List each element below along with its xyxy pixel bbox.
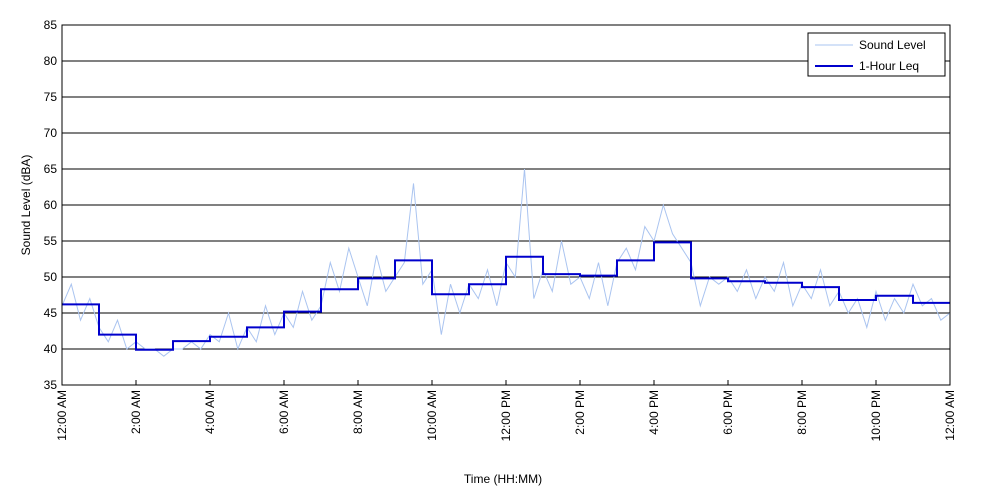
x-tick-label: 6:00 PM <box>721 390 735 435</box>
x-tick-label: 4:00 PM <box>647 390 661 435</box>
y-tick-label: 55 <box>44 234 58 248</box>
x-tick-label: 2:00 PM <box>573 390 587 435</box>
y-tick-label: 85 <box>44 18 58 32</box>
plot-frame <box>61 24 951 386</box>
y-tick-label: 50 <box>44 270 58 284</box>
y-tick-label: 40 <box>44 342 58 356</box>
x-axis-ticks: 12:00 AM 2:00 AM 4:00 AM 6:00 AM 8:00 AM 10:0… <box>55 380 957 441</box>
y-tick-label: 60 <box>44 198 58 212</box>
y-tick-label: 35 <box>44 378 58 392</box>
x-tick-label: 12:00 PM <box>499 390 513 441</box>
legend-box <box>807 32 946 77</box>
legend-label-leq: 1-Hour Leq <box>859 59 919 73</box>
x-tick-label: 12:00 AM <box>943 390 957 441</box>
y-tick-label: 75 <box>44 90 58 104</box>
x-tick-label: 4:00 AM <box>203 390 217 434</box>
y-tick-label: 80 <box>44 54 58 68</box>
x-tick-label: 8:00 AM <box>351 390 365 434</box>
legend: Sound Level 1-Hour Leq <box>807 32 946 77</box>
y-axis-ticks: 35 40 45 50 55 60 65 70 75 80 85 <box>44 18 58 392</box>
y-tick-label: 70 <box>44 126 58 140</box>
x-tick-label: 10:00 AM <box>425 390 439 441</box>
series-layer <box>61 168 951 357</box>
x-tick-label: 6:00 AM <box>277 390 291 434</box>
y-tick-label: 45 <box>44 306 58 320</box>
series-line-leq <box>62 241 950 351</box>
x-tick-label: 12:00 AM <box>55 390 69 441</box>
x-axis-title: Time (HH:MM) <box>464 472 542 486</box>
x-tick-label: 10:00 PM <box>869 390 883 441</box>
x-tick-label: 8:00 PM <box>795 390 809 435</box>
legend-label-sound-level: Sound Level <box>859 38 926 52</box>
x-tick-label: 2:00 AM <box>129 390 143 434</box>
y-axis-title: Sound Level (dBA) <box>19 155 33 256</box>
y-tick-label: 65 <box>44 162 58 176</box>
